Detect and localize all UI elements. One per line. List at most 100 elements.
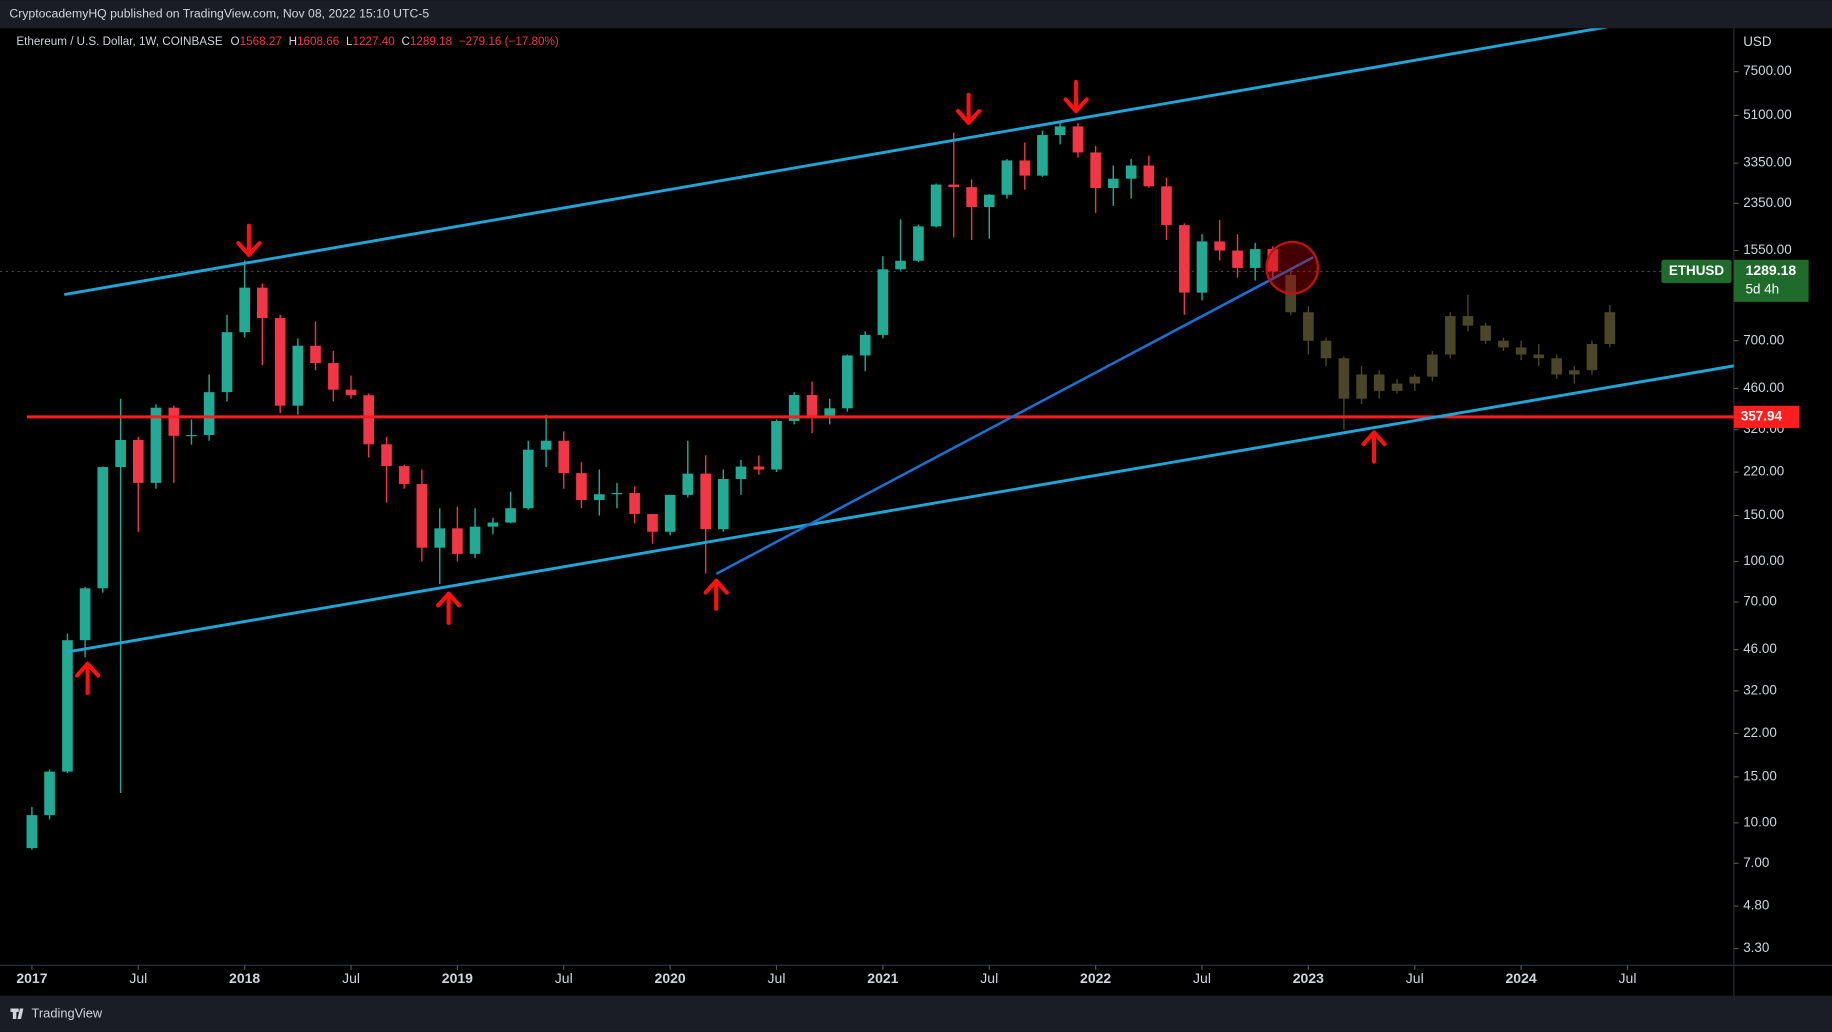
candle-body — [1409, 376, 1421, 384]
x-tick-label: 2019 — [442, 970, 473, 986]
candle-body — [310, 345, 321, 364]
y-tick-label: 5100.00 — [1743, 107, 1792, 122]
arrow-up — [703, 578, 729, 611]
candle-body — [1515, 347, 1527, 355]
candle-body — [1568, 370, 1580, 375]
channel-lower — [66, 364, 1734, 654]
candle-body — [983, 194, 995, 208]
ohlc-name: H — [289, 35, 297, 48]
candle-body — [576, 473, 587, 501]
y-tick-label: 15.00 — [1743, 768, 1777, 783]
last-price-box — [1733, 259, 1809, 302]
symbol-title: Ethereum / U.S. Dollar, 1W, COINBASE — [16, 35, 222, 48]
candle-body — [629, 492, 640, 515]
highlight-circle — [1265, 240, 1320, 295]
candle-body — [1019, 160, 1031, 176]
footer-brand: TradingView — [10, 1006, 103, 1021]
candle-body — [1480, 325, 1491, 341]
y-tick-label: 46.00 — [1743, 641, 1777, 656]
candle-body — [416, 484, 428, 548]
ohlc-value: 1568.27 — [240, 35, 282, 48]
candle-body — [132, 439, 144, 483]
arrow-up — [1361, 430, 1387, 464]
candle-body — [1054, 126, 1066, 136]
candle-body — [168, 407, 180, 436]
countdown-label: 5d 4h — [1746, 282, 1780, 297]
plot-area — [0, 120, 1734, 850]
currency: USD — [1743, 34, 1772, 49]
x-tick-label: 2021 — [867, 970, 898, 986]
candle-body — [26, 815, 38, 849]
candle-body — [381, 444, 392, 467]
symbol-box — [1661, 259, 1732, 284]
x-tick-label: 2017 — [16, 970, 47, 986]
axes: 3.30 4.80 7.00 10.00 15.00 22.00 32.00 46.00 70.… — [16, 63, 1791, 986]
candle-body — [718, 478, 729, 530]
logo — [10, 1008, 24, 1019]
candle-body — [806, 394, 818, 417]
support-label: 357.94 — [1741, 408, 1783, 423]
candle-body — [1373, 374, 1385, 391]
candle-body — [1444, 316, 1456, 355]
candle-body — [239, 287, 250, 333]
y-tick-label: 10.00 — [1743, 814, 1777, 829]
candle-body — [1107, 178, 1119, 189]
candle-body — [1533, 354, 1545, 359]
change: −279.16 (−17.80%) — [459, 35, 559, 48]
y-tick-label: 22.00 — [1743, 725, 1777, 740]
candle-body — [505, 508, 516, 523]
y-tick-label: 700.00 — [1743, 332, 1784, 347]
candle-body — [522, 449, 534, 509]
y-tick-label: 7.00 — [1743, 855, 1769, 870]
candle-body — [1125, 165, 1137, 179]
candle-body — [1338, 358, 1350, 399]
arrow-up — [75, 661, 101, 696]
candle-body — [44, 771, 55, 816]
candle-body — [771, 421, 782, 470]
candle-body — [682, 473, 694, 495]
x-tick-label: Jul — [342, 970, 360, 986]
trendline — [715, 256, 1314, 575]
support-label-box — [1733, 405, 1800, 428]
y-tick-label: 1550.00 — [1743, 242, 1792, 257]
candle-body — [824, 408, 836, 417]
candle-body — [363, 395, 375, 445]
ohlc-name: C — [401, 35, 409, 48]
candle-body — [1356, 374, 1367, 399]
candle-body — [434, 528, 446, 548]
ohlc-value: 1227.40 — [353, 35, 396, 48]
y-tick-label: 100.00 — [1743, 553, 1784, 568]
candle-body — [256, 287, 268, 319]
candle-body — [1462, 316, 1474, 326]
candle-body — [1090, 152, 1101, 189]
x-tick-label: 2020 — [655, 970, 686, 986]
candle-body — [664, 494, 676, 532]
x-tick-label: Jul — [1193, 970, 1211, 986]
x-tick-label: Jul — [980, 970, 998, 986]
candle-body — [877, 269, 889, 335]
candle-body — [1214, 241, 1225, 251]
last-price-label: 1289.18 — [1746, 262, 1797, 278]
x-tick-label: Jul — [555, 970, 573, 986]
drawings — [64, 28, 1734, 696]
candle-body — [1551, 358, 1562, 375]
candle-body — [948, 184, 960, 188]
candle-body — [62, 640, 73, 772]
arrow-down — [236, 223, 262, 257]
candle-body — [1303, 312, 1314, 341]
y-tick-label: 460.00 — [1743, 380, 1784, 395]
x-tick-label: 2024 — [1506, 970, 1537, 986]
candle-body — [1391, 383, 1403, 391]
arrow-down — [1063, 79, 1089, 114]
candle-body — [79, 588, 91, 641]
candle-body — [1249, 249, 1261, 268]
candle-body — [611, 492, 623, 495]
x-tick-label: 2022 — [1080, 970, 1111, 986]
arrow-up — [436, 591, 462, 625]
y-tick-label: 70.00 — [1743, 594, 1777, 609]
candle-body — [859, 334, 871, 356]
candle-body — [966, 187, 977, 208]
candle-body — [97, 467, 109, 589]
